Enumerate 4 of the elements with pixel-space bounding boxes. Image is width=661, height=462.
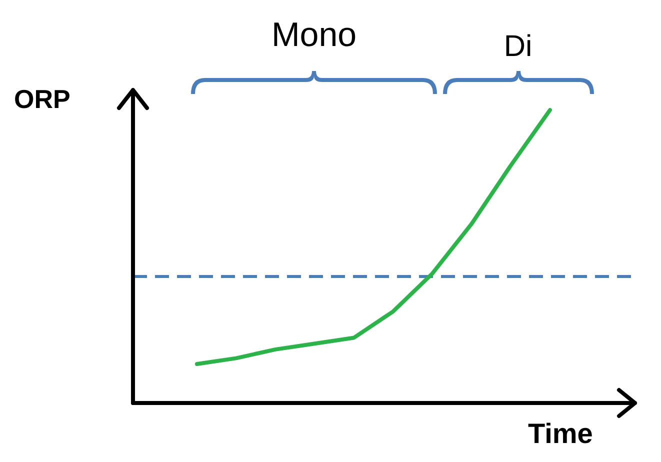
- text: Mono: [270, 16, 358, 55]
- y-axis-title: ORP: [14, 84, 70, 115]
- text: Di: [502, 30, 534, 64]
- x-axis-title: Time: [528, 418, 593, 450]
